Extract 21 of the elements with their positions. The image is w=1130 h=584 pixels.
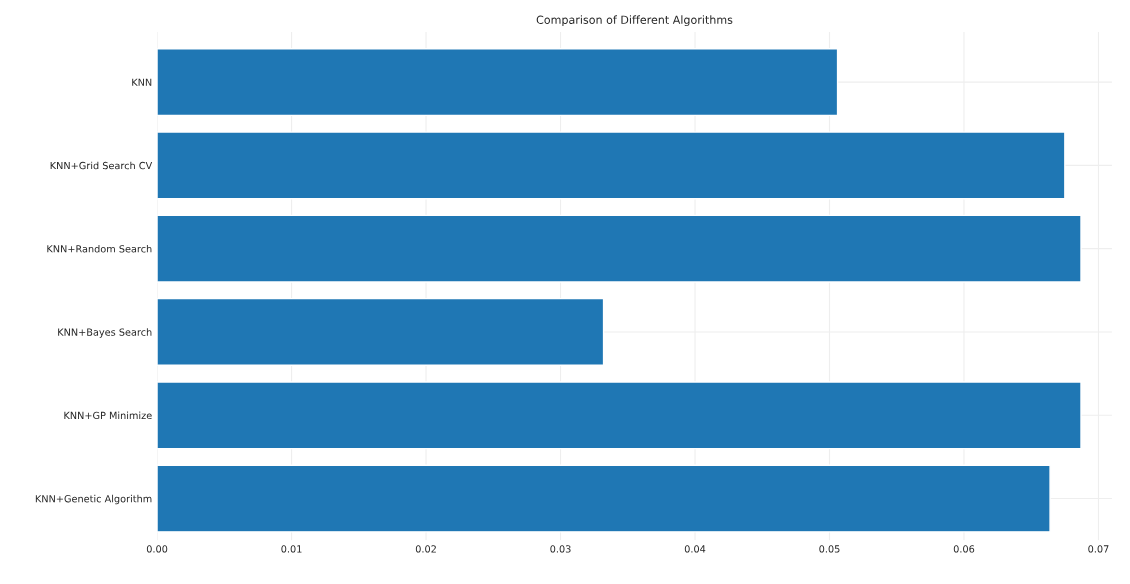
x-tick-label: 0.04 xyxy=(684,545,706,553)
x-tick-label: 0.05 xyxy=(819,545,840,553)
bar xyxy=(157,214,1082,283)
bar xyxy=(157,131,1066,200)
y-tick-label: KNN+Genetic Algorithm xyxy=(35,494,152,505)
chart-title: Comparison of Different Algorithms xyxy=(536,15,733,27)
x-tick-label: 0.00 xyxy=(146,545,168,553)
y-tick-label: KNN xyxy=(132,78,152,86)
y-tick-label: KNN+Random Search xyxy=(47,244,152,253)
x-tick-label: 0.07 xyxy=(1088,545,1109,553)
bar xyxy=(157,297,605,366)
x-tick-label: 0.02 xyxy=(415,545,436,553)
y-tick-label: KNN+Bayes Search xyxy=(58,328,152,338)
bar xyxy=(157,48,839,117)
x-tick-label: 0.01 xyxy=(281,545,302,553)
x-tick-label: 0.03 xyxy=(550,545,571,553)
x-tick-label: 0.06 xyxy=(953,545,975,553)
bar xyxy=(157,381,1082,450)
y-tick-label: KNN+Grid Search CV xyxy=(50,161,153,170)
bar xyxy=(157,464,1051,533)
y-tick-label: KNN+GP Minimize xyxy=(64,411,152,420)
